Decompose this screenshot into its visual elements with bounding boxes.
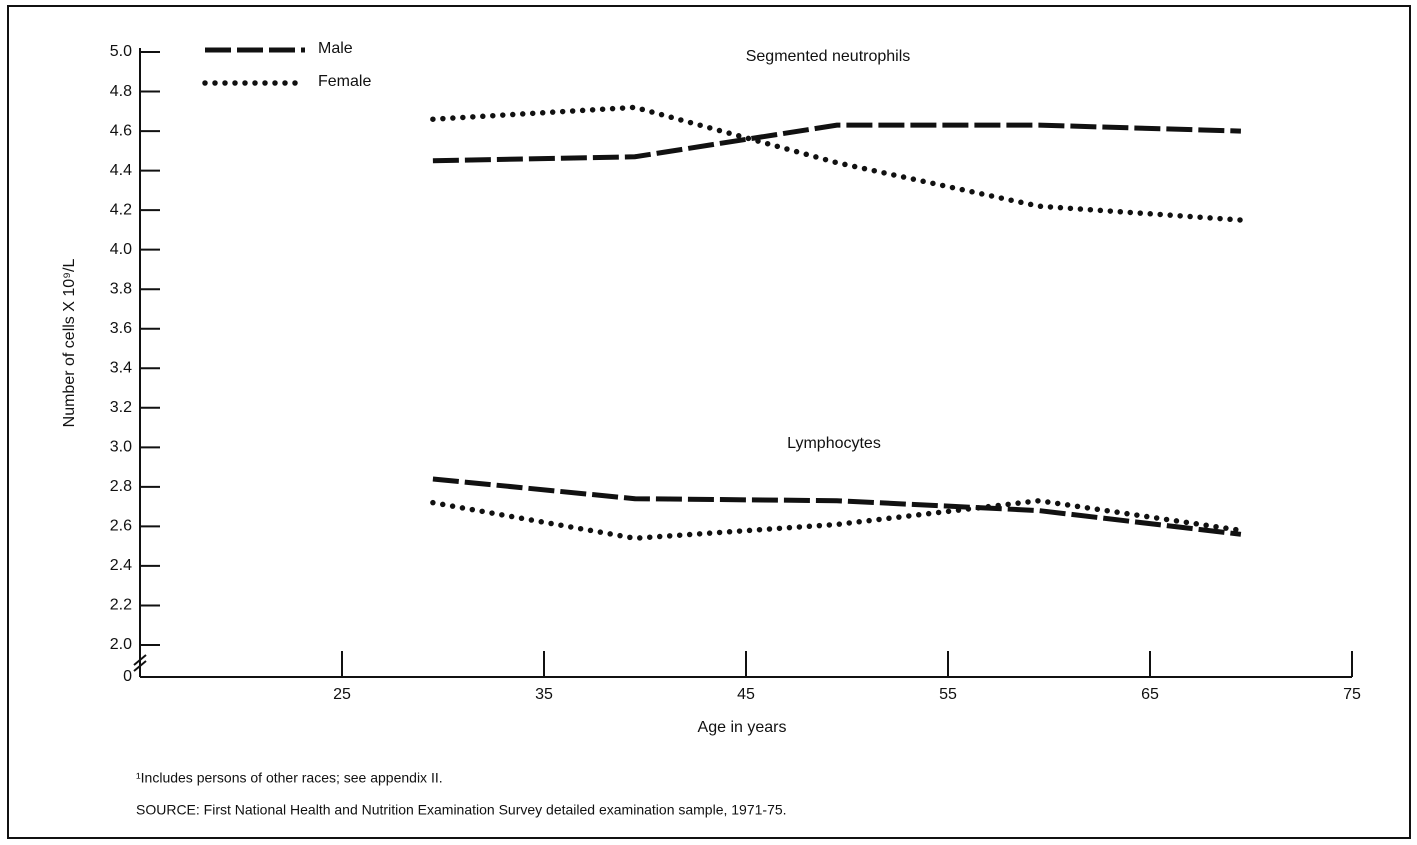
y-tick-label: 3.4 [110,359,132,376]
footnote: SOURCE: First National Health and Nutrit… [136,802,787,818]
y-tick-label: 2.4 [110,557,132,574]
x-tick-label: 55 [939,686,957,703]
x-tick-label: 65 [1141,686,1159,703]
y-tick-label: 4.4 [110,162,132,179]
line-series [430,497,1244,542]
line-series [432,122,1241,164]
y-tick-label: 2.0 [110,636,132,653]
y-tick-label: 4.6 [110,122,132,139]
x-tick-label: 45 [737,686,755,703]
x-axis-label: Age in years [698,719,787,736]
y-tick-label: 3.6 [110,320,132,337]
y-tick-label: 2.6 [110,518,132,535]
y-tick-label: 3.2 [110,399,132,416]
y-tick-label: 3.8 [110,280,132,297]
y-tick-label: 4.2 [110,201,132,218]
y-tick-label: 2.8 [110,478,132,495]
y-tick-label: 0 [123,668,132,685]
y-tick-label: 4.8 [110,83,132,100]
line-series [430,104,1244,223]
y-tick-label: 3.0 [110,439,132,456]
y-tick-label: 2.2 [110,597,132,614]
frame [7,5,1411,839]
x-tick-label: 75 [1343,686,1361,703]
y-tick-label: 5.0 [110,43,132,60]
axis-break [133,654,147,672]
legend-label: Male [318,40,353,57]
x-tick-label: 35 [535,686,553,703]
y-axis-label: Number of cells X 10⁹/L [61,259,78,428]
legend-label: Female [318,73,371,90]
annotation: Segmented neutrophils [746,48,911,65]
x-tick-label: 25 [333,686,351,703]
annotation: Lymphocytes [787,435,881,452]
line-series [432,476,1242,537]
footnote: ¹Includes persons of other races; see ap… [136,770,443,786]
y-tick-label: 4.0 [110,241,132,258]
